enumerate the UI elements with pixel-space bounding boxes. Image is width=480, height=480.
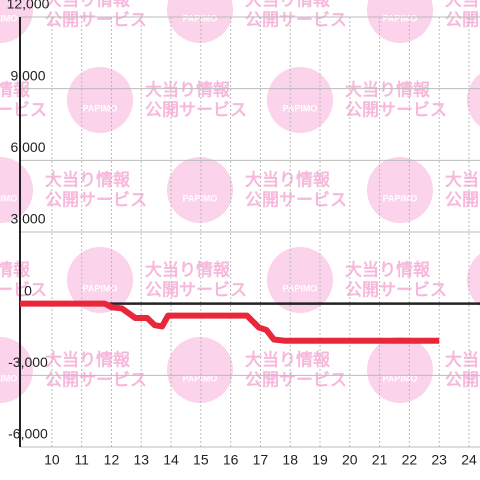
watermark-text: 大当り情報 — [245, 349, 331, 369]
watermark-text: 大当り情報 — [245, 0, 331, 9]
watermark-text: 大当り情報 — [345, 79, 431, 99]
watermark-text: 公開サービス — [445, 370, 480, 389]
watermark-circle — [0, 0, 33, 43]
watermark-logo: PAPIMO — [383, 13, 418, 23]
x-tick-label: 23 — [431, 452, 447, 468]
watermark-logo: PAPIMO — [0, 373, 17, 383]
watermark-logo: PAPIMO — [283, 103, 318, 113]
watermark-circle — [367, 157, 433, 223]
y-tick-label: -3,000 — [8, 354, 48, 370]
watermark-text: 大当り情報 — [445, 0, 480, 9]
watermark-logo: PAPIMO — [0, 13, 17, 23]
watermark-text: 大当り情報 — [445, 169, 480, 189]
x-tick-label: 13 — [133, 452, 149, 468]
watermark-text: 大当り情報 — [0, 259, 31, 279]
watermark-text: 公開サービス — [0, 280, 47, 299]
y-tick-label: 3,000 — [10, 211, 45, 227]
x-tick-label: 22 — [402, 452, 418, 468]
y-tick-label: 6,000 — [10, 139, 45, 155]
watermark-logo: PAPIMO — [83, 283, 118, 293]
watermark-circle — [467, 253, 480, 307]
x-tick-label: 11 — [74, 452, 89, 468]
watermark-circle — [67, 67, 133, 133]
x-tick-label: 12 — [104, 452, 120, 468]
x-tick-label: 21 — [372, 452, 388, 468]
y-tick-label: 0 — [24, 282, 32, 298]
watermark-logo: PAPIMO — [183, 13, 218, 23]
watermark-text: 大当り情報 — [145, 259, 231, 279]
watermark-circle — [167, 337, 233, 403]
watermark-text: 公開サービス — [45, 190, 147, 209]
watermark-text: 公開サービス — [245, 10, 347, 29]
watermark-circle — [267, 67, 333, 133]
x-tick-label: 18 — [282, 452, 298, 468]
watermark-circle — [0, 157, 33, 223]
watermark-text: 公開サービス — [45, 370, 147, 389]
watermark-text: 公開サービス — [145, 280, 247, 299]
watermark-logo: PAPIMO — [183, 193, 218, 203]
x-tick-label: 10 — [44, 452, 60, 468]
watermark-logo: PAPIMO — [0, 193, 17, 203]
x-tick-label: 14 — [163, 452, 179, 468]
watermark-circle — [167, 0, 233, 43]
watermark-text: 公開サービス — [345, 280, 447, 299]
watermark-text: 大当り情報 — [0, 79, 31, 99]
x-tick-label: 19 — [312, 452, 328, 468]
watermark-circle — [67, 247, 133, 313]
watermark-logo: PAPIMO — [183, 373, 218, 383]
y-tick-label: -6,000 — [8, 426, 48, 442]
watermark-layer: PAPIMO大当り情報公開サービスPAPIMO大当り情報公開サービスPAPIMO… — [0, 0, 480, 403]
x-tick-label: 24 — [461, 452, 477, 468]
watermark-text: 大当り情報 — [445, 349, 480, 369]
plot: 10 11 12 13 14 15 16 17 18 19 20 21 22 23 24 -6,000 -3,0… — [7, 0, 480, 468]
watermark-circle — [467, 73, 480, 127]
x-tick-label: 16 — [223, 452, 239, 468]
watermark-text: 大当り情報 — [345, 259, 431, 279]
x-tick-label: 17 — [253, 452, 269, 468]
watermark-circle — [367, 0, 433, 43]
watermark-logo: PAPIMO — [83, 103, 118, 113]
watermark-text: 大当り情報 — [145, 79, 231, 99]
y-tick-label: 9,000 — [10, 67, 45, 83]
watermark-text: 公開サービス — [445, 190, 480, 209]
y-tick-label: 12,000 — [7, 0, 50, 12]
watermark-logo: PAPIMO — [383, 193, 418, 203]
watermark-circle — [267, 247, 333, 313]
watermark-text: 大当り情報 — [245, 169, 331, 189]
watermark-logo: PAPIMO — [283, 283, 318, 293]
watermark-circle — [0, 337, 33, 403]
watermark-text: 公開サービス — [45, 10, 147, 29]
watermark-circle — [167, 157, 233, 223]
watermark-text: 公開サービス — [445, 10, 480, 29]
watermark-logo: PAPIMO — [383, 373, 418, 383]
watermark-text: 大当り情報 — [45, 0, 131, 9]
watermark-text: 公開サービス — [245, 190, 347, 209]
line-series — [20, 300, 440, 344]
watermark-text: 公開サービス — [345, 100, 447, 119]
watermark-text: 大当り情報 — [45, 349, 131, 369]
watermark-circle — [367, 337, 433, 403]
x-tick-label: 20 — [342, 452, 358, 468]
watermark-text: 公開サービス — [145, 100, 247, 119]
watermark-text: 公開サービス — [0, 100, 47, 119]
watermark-text: 大当り情報 — [45, 169, 131, 189]
x-tick-label: 15 — [193, 452, 209, 468]
